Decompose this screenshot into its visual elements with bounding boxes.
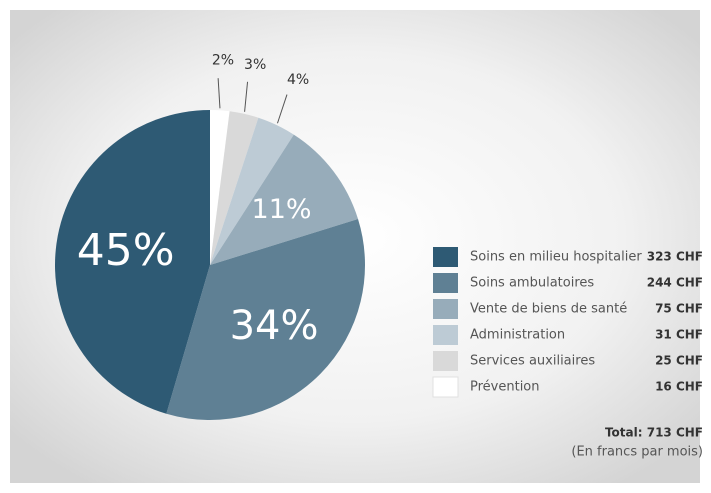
slice-label: 11%: [252, 194, 312, 225]
pie-slice: [55, 110, 210, 414]
legend-label: Soins ambulatoires: [470, 276, 594, 291]
legend-amount: 244 CHF: [647, 276, 703, 290]
slice-label: 45%: [77, 225, 175, 276]
legend-label: Administration: [470, 328, 565, 343]
pie-slice: [210, 111, 259, 265]
legend-swatch: [433, 247, 458, 267]
slice-label: 4%: [287, 72, 309, 88]
leader-line: [277, 94, 288, 124]
legend-swatch: [433, 299, 458, 319]
legend-label: Prévention: [470, 380, 540, 395]
legend-swatch: [433, 351, 458, 371]
legend-amount: 323 CHF: [647, 250, 703, 264]
legend-amount: 25 CHF: [655, 354, 703, 368]
legend-swatch: [433, 273, 458, 293]
legend-swatch: [433, 325, 458, 345]
legend-amount: 75 CHF: [655, 302, 703, 316]
pie-slice: [166, 218, 366, 421]
note: (En francs par mois): [571, 445, 703, 460]
pie-slice: [210, 117, 294, 265]
legend-label: Vente de biens de santé: [470, 302, 627, 317]
slice-label: 2%: [212, 52, 234, 68]
total: Total: 713 CHF: [605, 426, 703, 440]
legend-amount: 31 CHF: [655, 328, 703, 342]
legend-amount: 16 CHF: [655, 380, 703, 394]
slice-label: 3%: [244, 57, 266, 73]
slice-label: 34%: [230, 303, 319, 349]
leader-line: [244, 81, 249, 112]
legend-label: Soins en milieu hospitalier: [470, 250, 642, 265]
leader-line: [217, 78, 221, 109]
legend-swatch: [432, 376, 459, 398]
pie-slice: [210, 110, 230, 265]
legend-label: Services auxiliaires: [470, 354, 595, 369]
pie-slice: [210, 134, 359, 265]
